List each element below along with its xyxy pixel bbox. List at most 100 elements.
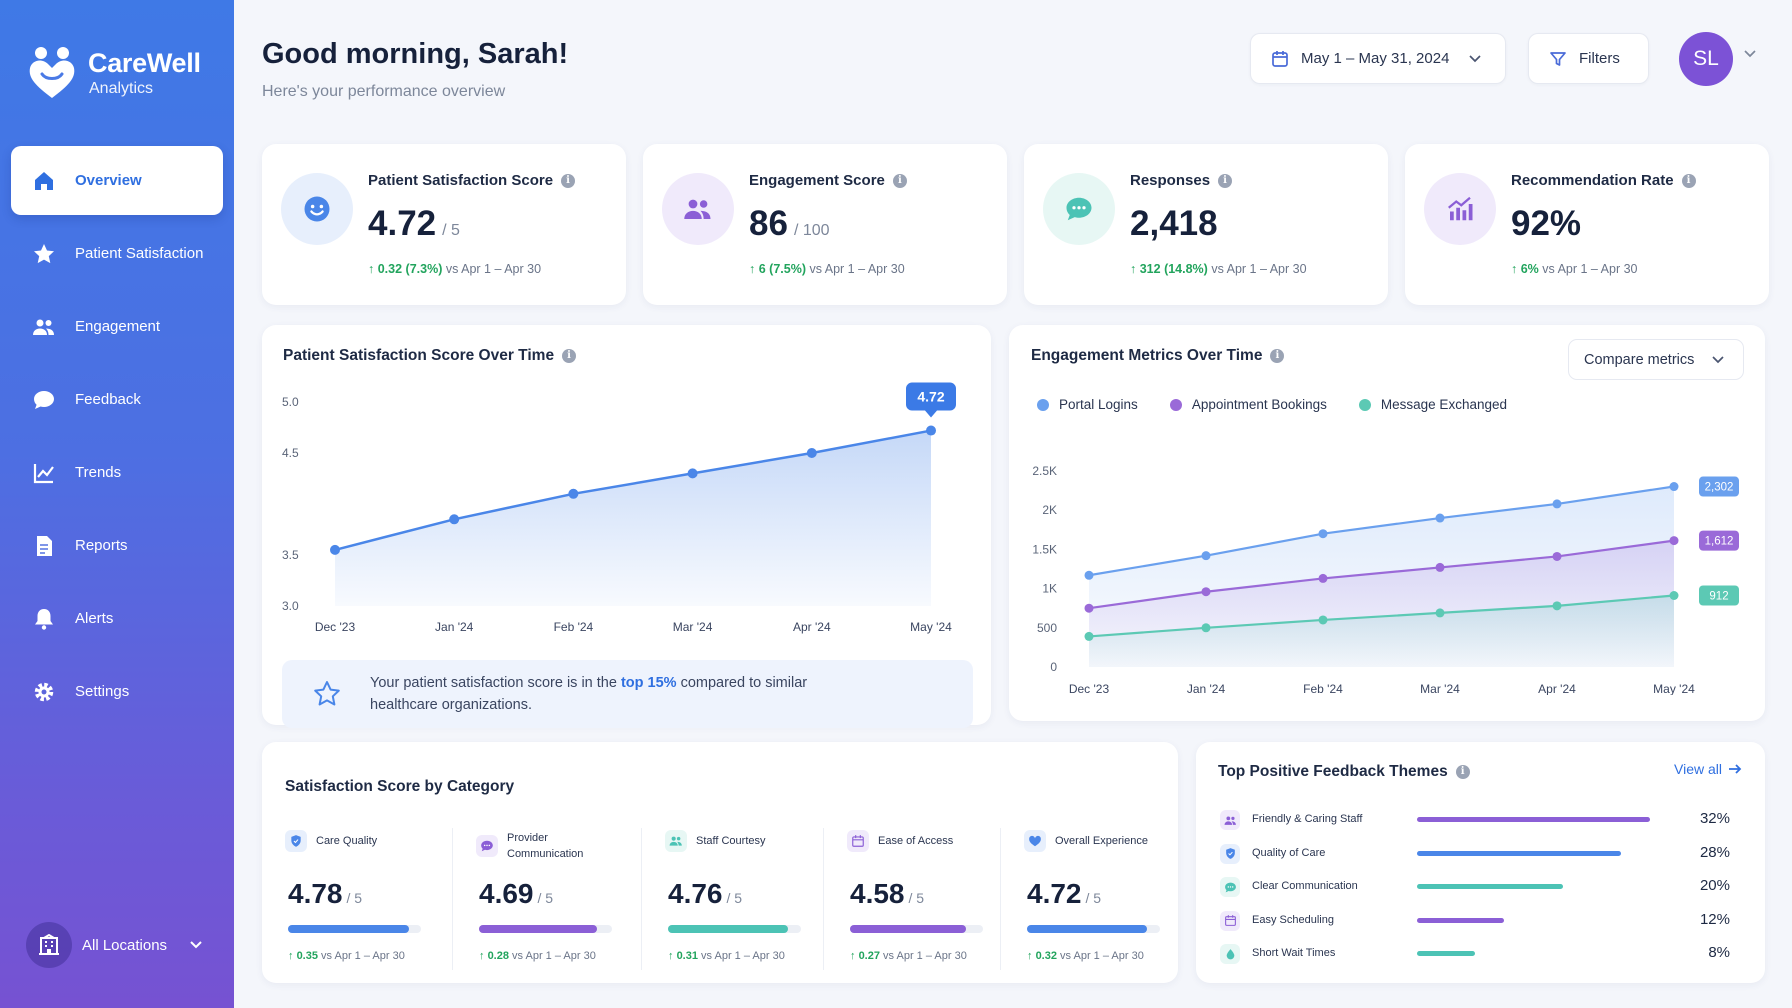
kpi-delta: 6 (7.5%): [758, 262, 806, 276]
category-care-quality[interactable]: Care Quality 4.78/ 5 ↑ 0.35 vs Apr 1 – Apr…: [285, 830, 455, 980]
kpi-value-wrap: 92%: [1511, 204, 1581, 244]
theme-bar: [1417, 884, 1563, 889]
category-delta: 0.27: [858, 950, 880, 962]
compare-metrics-dropdown[interactable]: Compare metrics: [1568, 339, 1744, 380]
end-value-badge: [1699, 585, 1739, 606]
data-point: [449, 514, 460, 525]
sidebar-item-label: Overview: [75, 172, 142, 189]
info-icon[interactable]: i: [1681, 173, 1696, 188]
kpi-compare-period: vs Apr 1 – Apr 30: [445, 262, 542, 276]
series-line: [1088, 539, 1675, 610]
date-range-picker[interactable]: May 1 – May 31, 2024: [1250, 33, 1506, 84]
x-tick-label: Jan '24: [435, 620, 474, 634]
kpi-card-responses[interactable]: Responses i 2,418 ↑ 312 (14.8%) vs Apr 1 – …: [1024, 144, 1388, 305]
satisfaction-area: [335, 430, 931, 606]
category-provider-communication[interactable]: Provider Communication 4.69/ 5 ↑ 0.28 vs A…: [476, 830, 646, 980]
divider: [823, 828, 824, 970]
sidebar-item-label: Trends: [75, 464, 122, 481]
kpi-compare-period: vs Apr 1 – Apr 30: [809, 262, 905, 276]
data-point: [1435, 562, 1445, 572]
category-head: Overall Experience: [1024, 830, 1148, 852]
category-staff-courtesy[interactable]: Staff Courtesy 4.76/ 5 ↑ 0.31 vs Apr 1 – A…: [665, 830, 835, 980]
arrow-up-icon: ↑: [668, 950, 677, 962]
sidebar-item-label: Engagement: [75, 318, 161, 335]
view-all-link[interactable]: View all: [1674, 761, 1742, 777]
user-avatar[interactable]: SL: [1679, 32, 1733, 86]
category-progress-fill: [850, 925, 966, 933]
sidebar-item-label: Settings: [75, 683, 130, 700]
sidebar-item-reports[interactable]: Reports: [11, 511, 223, 580]
kpi-title: Engagement Score: [749, 172, 885, 189]
info-icon[interactable]: i: [1218, 173, 1233, 188]
kpi-title: Recommendation Rate: [1511, 172, 1674, 189]
category-progress: [288, 925, 421, 933]
legend-item[interactable]: Message Exchanged: [1358, 397, 1507, 412]
legend-label: Message Exchanged: [1380, 397, 1507, 412]
end-value-badge: [1699, 476, 1739, 497]
category-unit: / 5: [1085, 890, 1102, 906]
brand-logo[interactable]: CareWell Analytics: [28, 44, 228, 104]
kpi-card-patient-satisfaction-score[interactable]: Patient Satisfaction Score i 4.72 / 5 ↑ 0.32…: [262, 144, 626, 305]
y-tick-label: 5.0: [282, 395, 299, 409]
data-point: [1318, 615, 1328, 625]
theme-row[interactable]: Friendly & Caring Staff 32%: [1220, 807, 1730, 833]
category-progress: [479, 925, 612, 933]
kpi-compare-period: vs Apr 1 – Apr 30: [1211, 262, 1307, 276]
y-tick-label: 3.5: [282, 548, 299, 562]
category-head: Ease of Access: [847, 830, 953, 852]
info-icon[interactable]: i: [1455, 765, 1470, 779]
kpi-title: Patient Satisfaction Score: [368, 172, 554, 189]
category-label: Provider Communication: [507, 832, 584, 860]
theme-percent: 32%: [1699, 810, 1730, 827]
kpi-value-wrap: 86 / 100: [749, 204, 830, 244]
category-compare-period: vs Apr 1 – Apr 30: [1060, 950, 1144, 962]
y-tick-label: 1.5K: [1032, 542, 1057, 556]
kpi-card-recommendation-rate[interactable]: Recommendation Rate i 92% ↑ 6% vs Apr 1 – A…: [1405, 144, 1769, 305]
info-icon[interactable]: i: [1270, 349, 1285, 363]
info-icon[interactable]: i: [562, 349, 577, 363]
theme-row[interactable]: Easy Scheduling 12%: [1220, 908, 1730, 934]
sidebar-item-patient-satisfaction[interactable]: Patient Satisfaction: [11, 219, 223, 288]
brand-subtitle: Analytics: [89, 80, 154, 97]
sidebar-item-alerts[interactable]: Alerts: [11, 584, 223, 653]
category-progress-fill: [479, 925, 598, 933]
data-point: [1201, 623, 1211, 633]
data-point: [1552, 601, 1562, 611]
kpi-value: 92%: [1511, 204, 1582, 243]
data-point: [1552, 499, 1562, 509]
x-tick-label: Dec '23: [315, 620, 356, 634]
category-ease-of-access[interactable]: Ease of Access 4.58/ 5 ↑ 0.27 vs Apr 1 – A…: [847, 830, 1017, 980]
filters-label: Filters: [1579, 50, 1620, 67]
sidebar-item-trends[interactable]: Trends: [11, 438, 223, 507]
view-all-label: View all: [1674, 761, 1722, 777]
legend-item[interactable]: Portal Logins: [1037, 397, 1138, 412]
heart-logo-icon: [29, 47, 75, 98]
theme-row[interactable]: Quality of Care 28%: [1220, 841, 1730, 867]
star-icon: [31, 241, 57, 267]
filters-button[interactable]: Filters: [1528, 33, 1649, 84]
chevron-down-icon[interactable]: [1744, 50, 1756, 58]
category-overall-experience[interactable]: Overall Experience 4.72/ 5 ↑ 0.32 vs Apr 1…: [1024, 830, 1194, 980]
theme-row[interactable]: Clear Communication 20%: [1220, 874, 1730, 900]
location-selector[interactable]: All Locations: [26, 922, 216, 968]
sidebar-item-feedback[interactable]: Feedback: [11, 365, 223, 434]
sidebar: CareWell Analytics Overview Patient Satis…: [0, 0, 234, 1008]
theme-row[interactable]: Short Wait Times 8%: [1220, 941, 1730, 967]
kpi-card-engagement-score[interactable]: Engagement Score i 86 / 100 ↑ 6 (7.5%) vs Ap…: [643, 144, 1007, 305]
arrow-up-icon: ↑: [1130, 262, 1140, 276]
sidebar-item-engagement[interactable]: Engagement: [11, 292, 223, 361]
info-icon[interactable]: i: [892, 173, 907, 188]
kpi-unit: / 5: [442, 222, 460, 239]
category-card: Satisfaction Score by Category Care Qual…: [262, 742, 1178, 983]
category-comparison: ↑ 0.28 vs Apr 1 – Apr 30: [479, 950, 596, 962]
themes-title: Top Positive Feedback Themes: [1218, 763, 1448, 780]
sidebar-item-overview[interactable]: Overview: [11, 146, 223, 215]
theme-label: Quality of Care: [1252, 846, 1326, 859]
sidebar-item-settings[interactable]: Settings: [11, 657, 223, 726]
legend-item[interactable]: Appointment Bookings: [1169, 397, 1327, 412]
calendar-icon: [847, 830, 869, 852]
info-icon[interactable]: i: [561, 173, 576, 188]
category-value-wrap: 4.72/ 5: [1027, 878, 1101, 910]
category-value: 4.76: [668, 878, 723, 909]
category-label: Ease of Access: [878, 835, 954, 847]
